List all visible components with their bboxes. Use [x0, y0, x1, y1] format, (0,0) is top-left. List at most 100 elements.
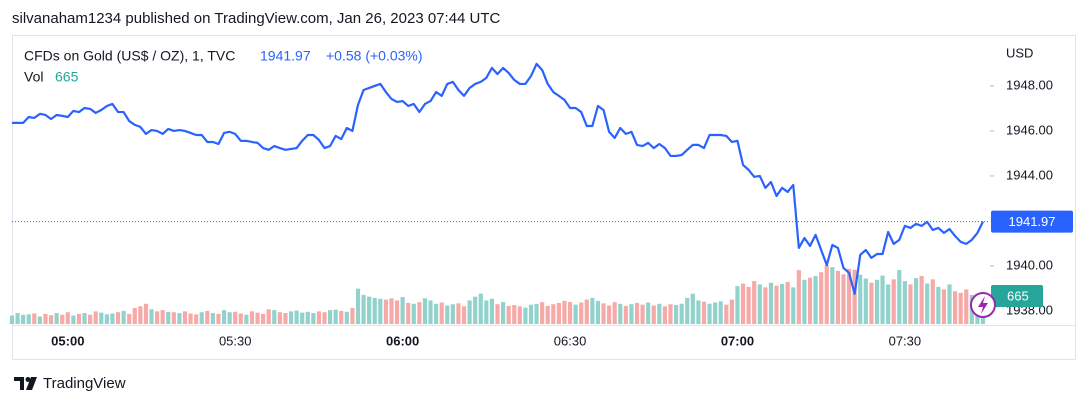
volume-bar [657, 303, 662, 324]
footer-logo: TradingView [14, 375, 126, 392]
volume-bar [774, 285, 779, 324]
volume-bar [846, 268, 852, 324]
volume-bar [897, 270, 902, 324]
volume-bar [824, 265, 829, 324]
volume-bar [227, 312, 232, 324]
volume-bar [138, 306, 143, 324]
volume-bar [696, 300, 701, 324]
volume-bar [964, 289, 969, 324]
volume-bar [400, 297, 405, 324]
volume-bar [735, 286, 740, 324]
volume-bar [729, 299, 734, 324]
volume-bar [9, 315, 15, 324]
volume-bar [149, 309, 154, 324]
volume-bar [361, 294, 366, 324]
y-tick-label: 1944.00 [1006, 167, 1053, 182]
volume-bar [858, 274, 863, 324]
volume-bar [651, 305, 656, 324]
volume-bar [65, 312, 70, 324]
volume-bar [478, 293, 483, 324]
volume-bar [127, 313, 132, 324]
volume-bar [48, 315, 54, 324]
volume-bar [394, 300, 400, 324]
volume-bar [919, 276, 924, 324]
volume-bar [551, 304, 556, 324]
volume-bar [495, 304, 500, 324]
volume-bar [528, 304, 534, 324]
volume-bar [300, 312, 305, 324]
volume-bar [634, 302, 640, 324]
volume-bar [21, 314, 26, 324]
volume-bar [623, 305, 628, 324]
volume-bar [690, 293, 695, 324]
volume-bar [417, 302, 422, 324]
volume-bar [372, 297, 377, 324]
volume-bar [601, 303, 606, 324]
volume-bar [249, 311, 255, 324]
volume-bar [763, 287, 768, 324]
volume-bar [93, 311, 98, 324]
volume-bar [819, 272, 824, 324]
icon-bolt [978, 296, 988, 314]
x-tick-label: 05:30 [219, 333, 252, 348]
volume-bar [43, 313, 48, 324]
volume-bar [32, 313, 37, 324]
volume-bar [880, 275, 885, 324]
volume-bar [60, 314, 65, 324]
volume-bar [595, 300, 601, 324]
chart-frame [12, 35, 1076, 360]
volume-bar [835, 270, 841, 324]
volume-bar [618, 303, 623, 324]
volume-bar [461, 306, 467, 324]
last-price-label: 1941.97 [1009, 214, 1056, 229]
legend-volume: 665 [55, 69, 79, 85]
volume-bar [311, 313, 316, 324]
volume-bar [188, 313, 193, 324]
volume-bar [958, 292, 963, 324]
volume-bar [913, 278, 919, 324]
volume-bar [333, 309, 338, 324]
volume-bar [411, 303, 416, 324]
volume-bar [110, 313, 115, 324]
volume-bar [936, 286, 941, 324]
volume-bar [668, 304, 673, 324]
volume-bar [350, 308, 355, 324]
volume-bar [757, 284, 762, 324]
volume-bar [82, 313, 87, 324]
volume-bar [15, 313, 20, 324]
volume-bar [406, 302, 411, 324]
header: silvanaham1234 published on TradingView.… [12, 10, 501, 27]
volume-bar [930, 279, 935, 324]
symbol-title: CFDs on Gold (US$ / OZ), 1, TVC [24, 48, 235, 64]
volume-bar [439, 302, 444, 324]
volume-bar [316, 311, 322, 324]
volume-bar [294, 310, 299, 324]
volume-bar [367, 296, 372, 324]
volume-bar [768, 282, 774, 324]
volume-bar [210, 313, 215, 324]
volume-bar [886, 284, 891, 324]
y-tick-label: 1946.00 [1006, 122, 1053, 137]
volume-bar [132, 308, 137, 324]
volume-bar [339, 310, 344, 324]
volume-bars [9, 265, 986, 324]
volume-bar [177, 313, 182, 324]
volume-bar [869, 282, 874, 324]
volume-bar [344, 311, 349, 324]
volume-bar [473, 296, 478, 324]
volume-bar [255, 312, 260, 324]
volume-bar [679, 303, 684, 324]
volume-bar [863, 278, 868, 324]
last-price-tag [991, 210, 1073, 233]
volume-bar [590, 297, 595, 324]
volume-bar [422, 298, 428, 324]
x-tick-label: 06:00 [386, 333, 419, 348]
logo-mark-2 [25, 377, 31, 382]
volume-bar [891, 279, 896, 324]
volume-bar [305, 311, 310, 324]
volume-bar [450, 304, 455, 324]
volume-bar [194, 314, 199, 324]
volume-bar [467, 300, 472, 324]
volume-bar [556, 302, 561, 324]
volume-bar [791, 287, 796, 324]
